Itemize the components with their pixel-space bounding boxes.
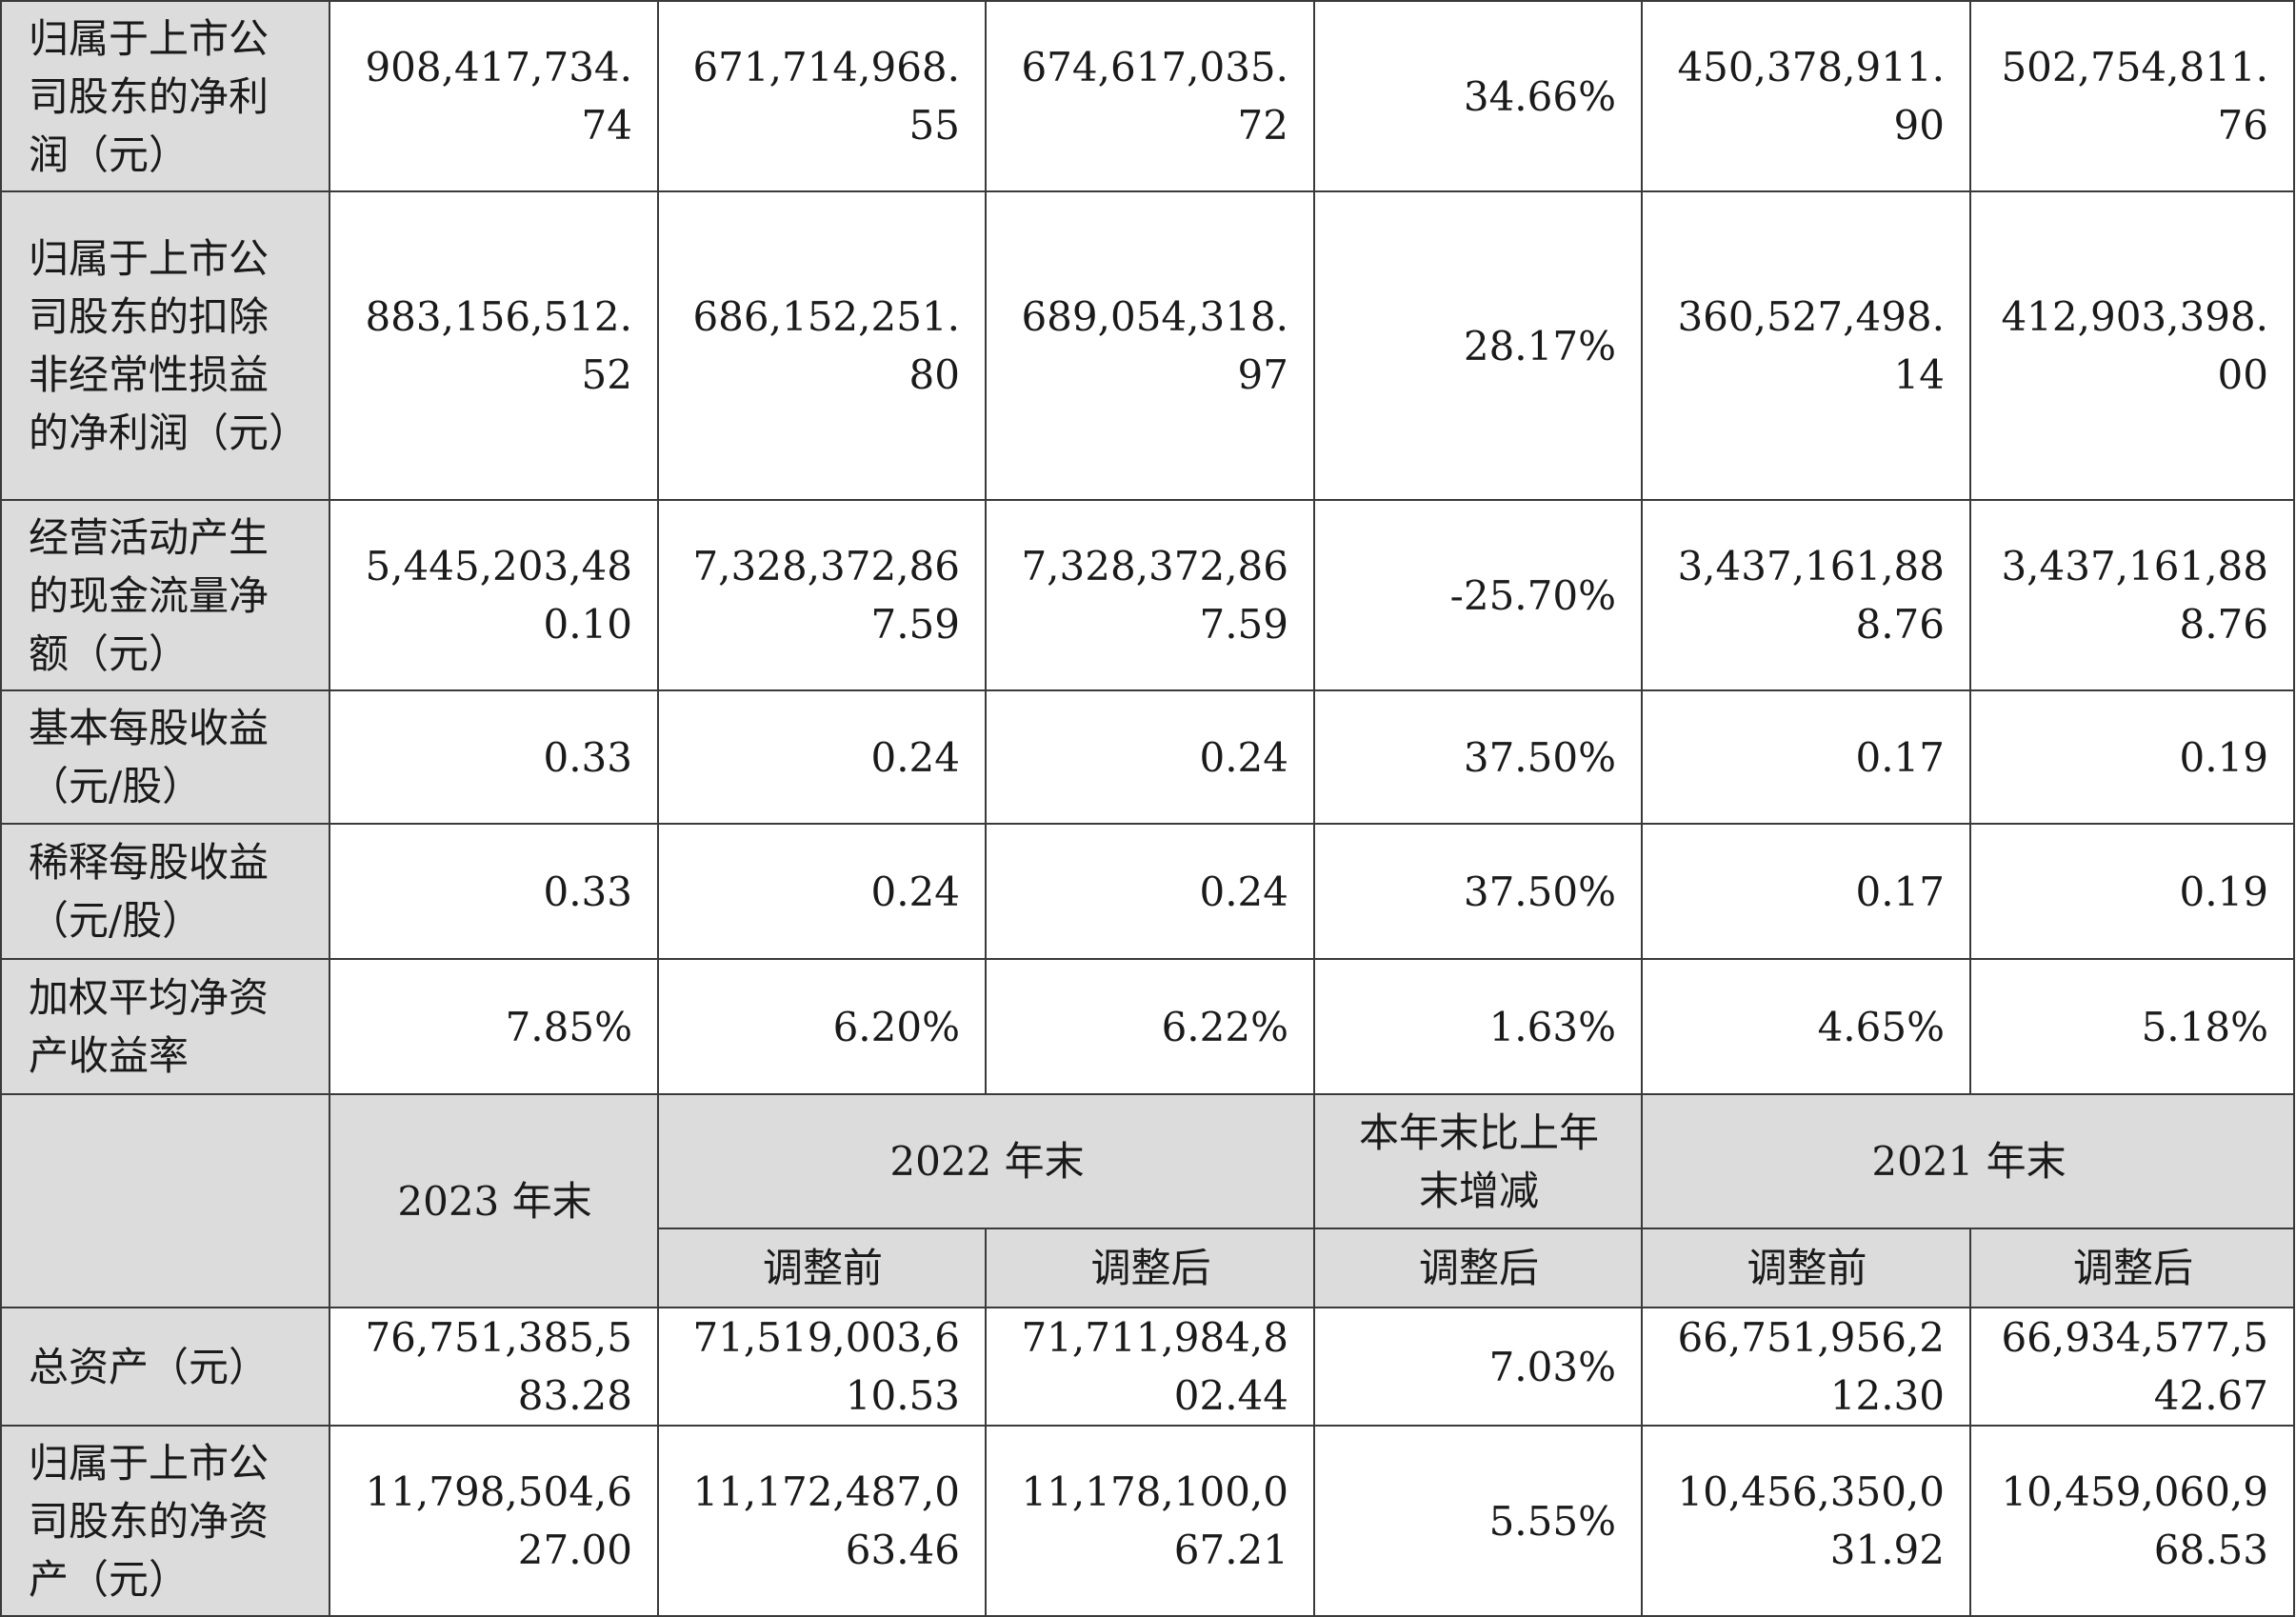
value-cell: 6.20% <box>657 958 987 1095</box>
value-cell: 686,152,251.80 <box>657 190 987 501</box>
value-cell: 3,437,161,888.76 <box>1969 499 2295 691</box>
value-cell: 0.19 <box>1969 823 2295 960</box>
value-cell: 28.17% <box>1313 190 1643 501</box>
value-cell: 5.18% <box>1969 958 2295 1095</box>
header-before-adjustment: 调整前 <box>657 1228 987 1308</box>
value-cell: 11,798,504,627.00 <box>329 1425 659 1617</box>
value-cell: 4.65% <box>1641 958 1971 1095</box>
value-cell: 10,459,060,968.53 <box>1969 1425 2295 1617</box>
table-row: 加权平均净资产收益率 7.85% 6.20% 6.22% 1.63% 4.65%… <box>0 958 2295 1095</box>
value-cell: 883,156,512.52 <box>329 190 659 501</box>
value-cell: 37.50% <box>1313 823 1643 960</box>
header-after-adjustment: 调整后 <box>1313 1228 1643 1308</box>
value-cell: 11,172,487,063.46 <box>657 1425 987 1617</box>
value-cell: 360,527,498.14 <box>1641 190 1971 501</box>
value-cell: 10,456,350,031.92 <box>1641 1425 1971 1617</box>
value-cell: 0.24 <box>985 823 1315 960</box>
value-cell: 34.66% <box>1313 0 1643 192</box>
value-cell: 0.33 <box>329 689 659 825</box>
table-row: 总资产（元） 76,751,385,583.28 71,519,003,610.… <box>0 1307 2295 1427</box>
value-cell: 671,714,968.55 <box>657 0 987 192</box>
value-cell: 71,711,984,802.44 <box>985 1307 1315 1427</box>
value-cell: 0.24 <box>985 689 1315 825</box>
table-row: 基本每股收益（元/股） 0.33 0.24 0.24 37.50% 0.17 0… <box>0 689 2295 825</box>
value-cell: 689,054,318.97 <box>985 190 1315 501</box>
value-cell: 7,328,372,867.59 <box>985 499 1315 691</box>
row-label: 归属于上市公司股东的净资产（元） <box>0 1425 330 1617</box>
value-cell: 502,754,811.76 <box>1969 0 2295 192</box>
header-2021-year-end: 2021 年末 <box>1641 1093 2295 1229</box>
header-2023-year-end: 2023 年末 <box>329 1093 659 1308</box>
table-row: 归属于上市公司股东的扣除非经常性损益的净利润（元） 883,156,512.52… <box>0 190 2295 501</box>
table-row: 稀释每股收益（元/股） 0.33 0.24 0.24 37.50% 0.17 0… <box>0 823 2295 960</box>
value-cell: 11,178,100,067.21 <box>985 1425 1315 1617</box>
row-label: 加权平均净资产收益率 <box>0 958 330 1095</box>
value-cell: 674,617,035.72 <box>985 0 1315 192</box>
header-blank-cell <box>0 1093 330 1308</box>
row-label: 归属于上市公司股东的扣除非经常性损益的净利润（元） <box>0 190 330 501</box>
row-label: 基本每股收益（元/股） <box>0 689 330 825</box>
header-row: 2023 年末 2022 年末 本年末比上年末增减 2021 年末 <box>0 1093 2295 1308</box>
value-cell: 5.55% <box>1313 1425 1643 1617</box>
header-change: 本年末比上年末增减 <box>1313 1093 1643 1229</box>
value-cell: 412,903,398.00 <box>1969 190 2295 501</box>
row-label: 经营活动产生的现金流量净额（元） <box>0 499 330 691</box>
value-cell: 71,519,003,610.53 <box>657 1307 987 1427</box>
value-cell: -25.70% <box>1313 499 1643 691</box>
value-cell: 0.24 <box>657 823 987 960</box>
header-after-adjustment: 调整后 <box>985 1228 1315 1308</box>
value-cell: 66,934,577,542.67 <box>1969 1307 2295 1427</box>
row-label: 归属于上市公司股东的净利润（元） <box>0 0 330 192</box>
header-before-adjustment: 调整前 <box>1641 1228 1971 1308</box>
value-cell: 3,437,161,888.76 <box>1641 499 1971 691</box>
value-cell: 908,417,734.74 <box>329 0 659 192</box>
row-label: 总资产（元） <box>0 1307 330 1427</box>
value-cell: 1.63% <box>1313 958 1643 1095</box>
value-cell: 0.17 <box>1641 823 1971 960</box>
value-cell: 66,751,956,212.30 <box>1641 1307 1971 1427</box>
table-row: 经营活动产生的现金流量净额（元） 5,445,203,480.10 7,328,… <box>0 499 2295 691</box>
value-cell: 7.85% <box>329 958 659 1095</box>
value-cell: 37.50% <box>1313 689 1643 825</box>
header-2022-year-end: 2022 年末 <box>657 1093 1315 1229</box>
row-label: 稀释每股收益（元/股） <box>0 823 330 960</box>
table-row: 归属于上市公司股东的净利润（元） 908,417,734.74 671,714,… <box>0 0 2295 192</box>
value-cell: 0.17 <box>1641 689 1971 825</box>
value-cell: 7,328,372,867.59 <box>657 499 987 691</box>
value-cell: 5,445,203,480.10 <box>329 499 659 691</box>
table-row: 归属于上市公司股东的净资产（元） 11,798,504,627.00 11,17… <box>0 1425 2295 1617</box>
value-cell: 6.22% <box>985 958 1315 1095</box>
value-cell: 76,751,385,583.28 <box>329 1307 659 1427</box>
header-after-adjustment: 调整后 <box>1969 1228 2295 1308</box>
value-cell: 0.19 <box>1969 689 2295 825</box>
value-cell: 0.33 <box>329 823 659 960</box>
value-cell: 0.24 <box>657 689 987 825</box>
header-subrow: 调整前 调整后 调整后 调整前 调整后 <box>1 1228 2295 1308</box>
value-cell: 450,378,911.90 <box>1641 0 1971 192</box>
value-cell: 7.03% <box>1313 1307 1643 1427</box>
